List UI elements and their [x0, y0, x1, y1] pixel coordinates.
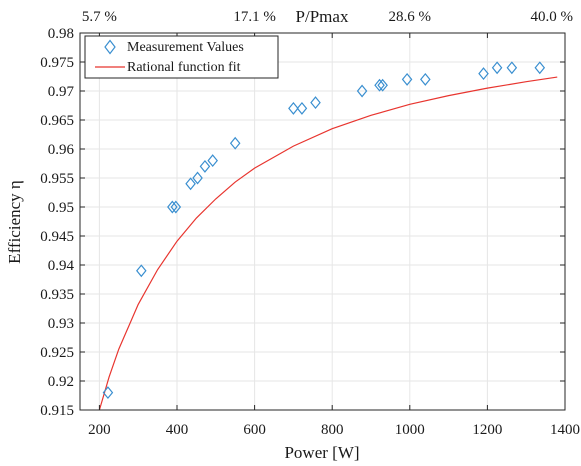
y-tick-label: 0.935	[40, 287, 74, 303]
top-tick-label: 28.6 %	[389, 9, 432, 25]
data-point	[207, 154, 218, 168]
y-tick-label: 0.98	[48, 26, 74, 42]
data-point	[170, 200, 182, 214]
top-axis-title: P/Pmax	[296, 7, 349, 26]
x-tick-label: 1000	[395, 422, 425, 438]
y-tick-label: 0.975	[40, 55, 74, 71]
y-tick-label: 0.97	[48, 84, 75, 100]
data-point	[136, 264, 147, 278]
x-axis-title: Power [W]	[284, 443, 359, 462]
data-point	[199, 159, 211, 173]
data-point	[506, 61, 518, 75]
data-point	[377, 78, 388, 92]
top-tick-label: 40.0 %	[531, 9, 574, 25]
top-tick-labels: 5.7 % 17.1 % 28.6 % 40.0 %	[82, 9, 573, 25]
x-tick-label: 1400	[550, 422, 580, 438]
x-tick-label: 200	[88, 422, 111, 438]
data-point	[374, 78, 385, 92]
data-point	[401, 72, 413, 86]
y-tick-label: 0.95	[48, 200, 74, 216]
x-tick-labels: 200 400 600 800 1000 1200 1400	[88, 422, 580, 438]
data-point	[288, 101, 299, 115]
data-point	[420, 72, 431, 86]
legend-marker-diamond	[104, 39, 116, 55]
fit-layer	[98, 76, 558, 411]
y-tick-label: 0.965	[40, 113, 74, 129]
y-tick-label: 0.96	[48, 142, 75, 158]
x-tick-label: 1200	[472, 422, 502, 438]
data-point	[491, 61, 503, 75]
fit-line	[98, 76, 558, 411]
data-point	[296, 101, 308, 115]
top-tick-label: 17.1 %	[233, 9, 276, 25]
data-point	[356, 84, 368, 98]
y-tick-label: 0.945	[40, 229, 74, 245]
y-axis-title: Efficiency η	[5, 180, 24, 264]
y-tick-label: 0.93	[48, 316, 74, 332]
plot-frame	[79, 32, 566, 411]
data-point	[185, 177, 196, 191]
y-tick-label: 0.92	[48, 374, 74, 390]
legend-box	[84, 35, 279, 79]
data-point	[167, 200, 178, 214]
data-point	[229, 136, 241, 150]
legend-label-measurements: Measurement Values	[127, 40, 244, 55]
legend-label-fit: Rational function fit	[127, 60, 241, 75]
y-tick-labels: 0.915 0.92 0.925 0.93 0.935 0.94 0.945 0.95 0.95…	[40, 26, 74, 419]
data-point	[478, 67, 489, 81]
data-point	[310, 96, 321, 110]
x-tick-label: 800	[321, 422, 344, 438]
y-tick-label: 0.955	[40, 171, 74, 187]
x-tick-label: 400	[166, 422, 189, 438]
data-point	[534, 61, 546, 75]
y-tick-label: 0.94	[48, 258, 75, 274]
data-point	[192, 171, 203, 185]
y-tick-label: 0.925	[40, 345, 74, 361]
x-tick-label: 600	[243, 422, 266, 438]
y-tick-label: 0.915	[40, 403, 74, 419]
top-tick-label: 5.7 %	[82, 9, 117, 25]
legend: Measurement Values Rational function fit	[84, 35, 279, 79]
marker-layer	[102, 61, 546, 400]
ticks	[80, 32, 566, 411]
data-point	[102, 386, 114, 400]
